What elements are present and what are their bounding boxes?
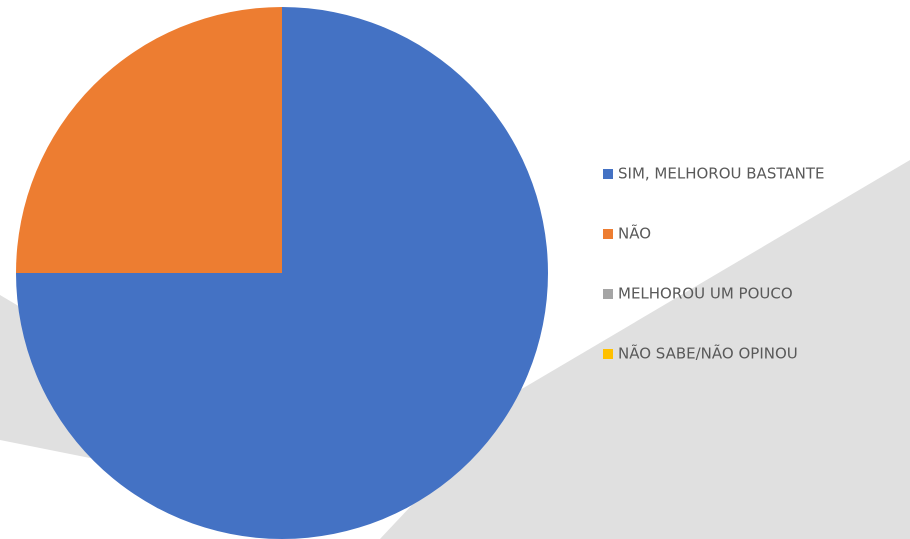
legend: SIM, MELHOROU BASTANTE NÃO MELHOROU UM POU…	[603, 165, 824, 363]
legend-label: SIM, MELHOROU BASTANTE	[618, 165, 824, 183]
pie	[16, 7, 548, 539]
legend-swatch	[603, 169, 613, 179]
legend-label: NÃO SABE/NÃO OPINOU	[618, 344, 798, 363]
legend-label: MELHOROU UM POUCO	[618, 285, 793, 303]
pie-slice	[16, 7, 282, 273]
legend-label: NÃO	[618, 224, 651, 243]
legend-swatch	[603, 289, 613, 299]
background-shape	[380, 160, 910, 539]
legend-swatch	[603, 349, 613, 359]
legend-swatch	[603, 229, 613, 239]
